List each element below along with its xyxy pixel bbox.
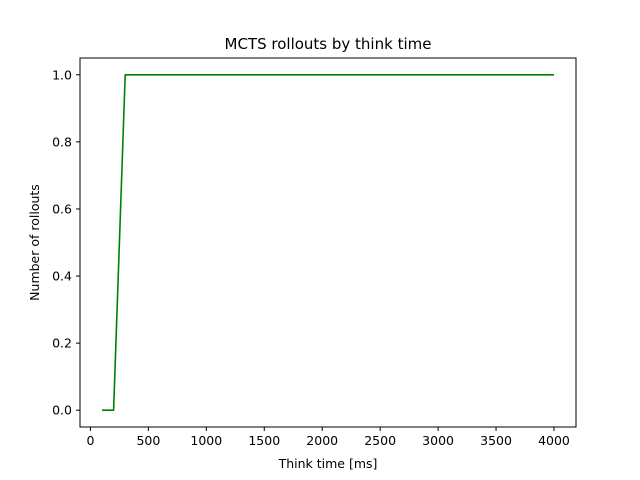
x-tick-label: 2500 — [364, 433, 396, 448]
y-tick-label: 0.2 — [52, 336, 72, 351]
x-tick-label: 0 — [86, 433, 94, 448]
x-tick-label: 2000 — [306, 433, 338, 448]
y-tick-label: 0.0 — [52, 403, 72, 418]
x-axis-label: Think time [ms] — [278, 456, 378, 471]
y-tick-label: 0.4 — [52, 269, 72, 284]
y-axis: 0.0 0.2 0.4 0.6 0.8 1.0 — [52, 67, 80, 418]
y-tick-label: 1.0 — [52, 67, 72, 82]
x-tick-label: 3000 — [422, 433, 454, 448]
y-tick-label: 0.6 — [52, 201, 72, 216]
x-tick-label: 1500 — [248, 433, 280, 448]
x-tick-label: 3500 — [480, 433, 512, 448]
x-axis: 0 500 1000 1500 2000 2500 3000 3500 4000 — [86, 427, 570, 448]
x-tick-label: 4000 — [538, 433, 570, 448]
chart-title: MCTS rollouts by think time — [225, 35, 432, 53]
x-tick-label: 1000 — [190, 433, 222, 448]
series-line — [102, 73, 554, 412]
plot-area — [79, 57, 577, 428]
axes-frame — [79, 57, 577, 428]
y-tick-label: 0.8 — [52, 134, 72, 149]
y-axis-label: Number of rollouts — [27, 184, 42, 301]
series-layer — [102, 73, 554, 412]
x-tick-label: 500 — [136, 433, 160, 448]
